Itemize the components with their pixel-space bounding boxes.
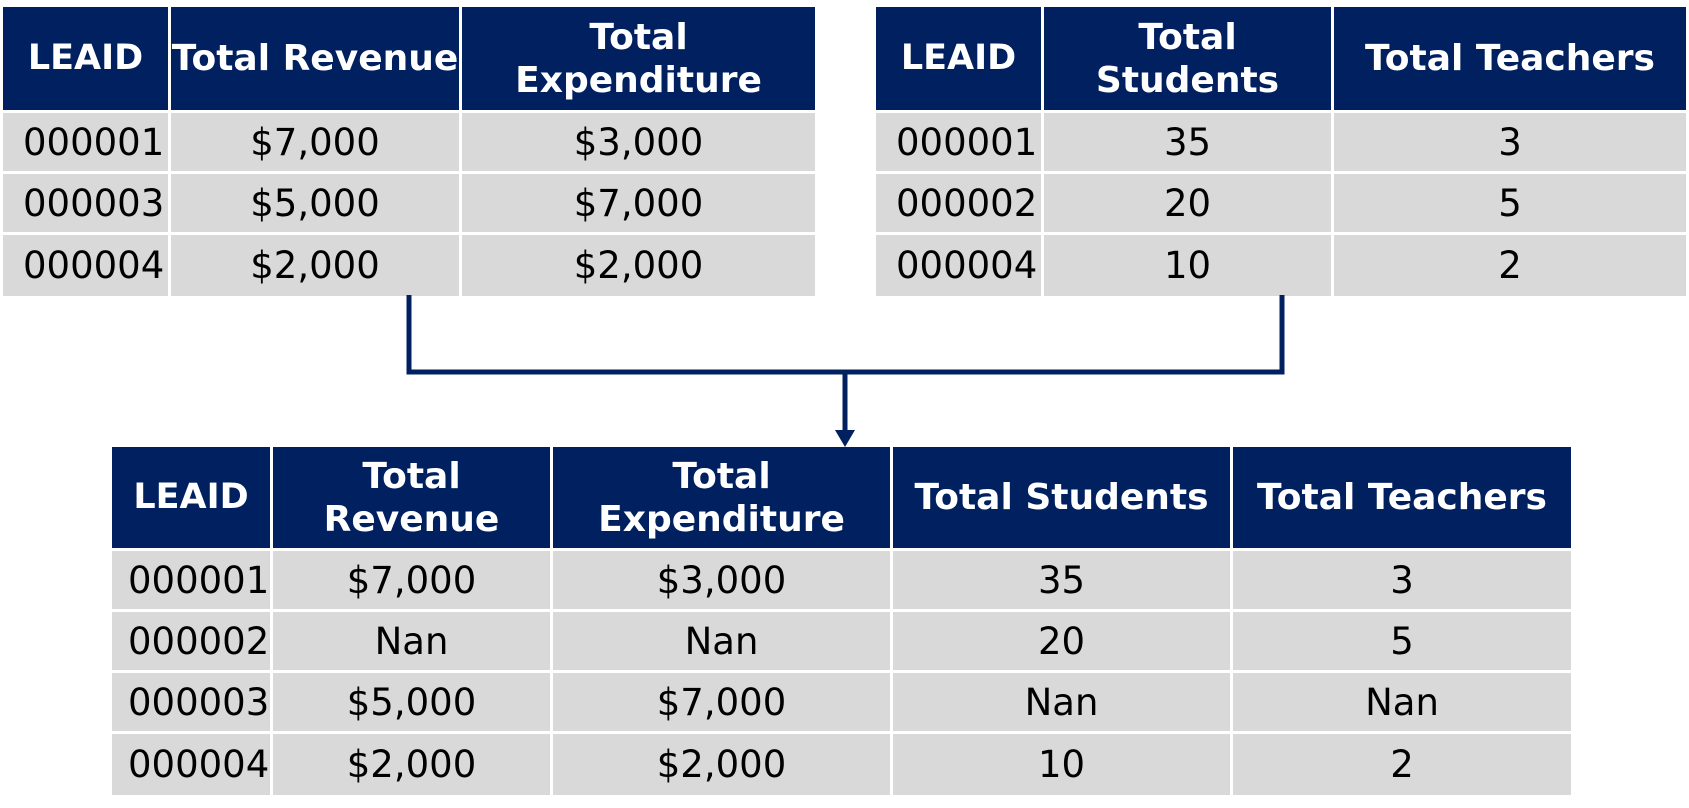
table-row: 000003 $5,000 $7,000	[3, 174, 815, 235]
header-cell: Total Revenue	[171, 7, 462, 113]
merged-table: LEAID Total Revenue Total Expenditure To…	[112, 447, 1571, 795]
table-cell: Nan	[553, 612, 893, 673]
table-row: 000004 $2,000 $2,000 10 2	[112, 734, 1571, 795]
table-cell: 10	[893, 734, 1233, 795]
leaid-cell: 000004	[3, 235, 171, 296]
table-cell: $7,000	[171, 113, 462, 174]
leaid-cell: 000004	[876, 235, 1044, 296]
header-cell: Total Expenditure	[462, 7, 815, 113]
table-cell: $2,000	[171, 235, 462, 296]
table-cell: $3,000	[553, 551, 893, 612]
left-table-header-row: LEAID Total Revenue Total Expenditure	[3, 7, 815, 113]
table-cell: $7,000	[462, 174, 815, 235]
header-cell: Total Teachers	[1334, 7, 1686, 113]
left-table: LEAID Total Revenue Total Expenditure 00…	[3, 7, 815, 296]
leaid-cell: 000004	[112, 734, 273, 795]
table-row: 000001 35 3	[876, 113, 1686, 174]
right-table-header-row: LEAID Total Students Total Teachers	[876, 7, 1686, 113]
table-row: 000001 $7,000 $3,000	[3, 113, 815, 174]
table-cell: 35	[1044, 113, 1334, 174]
header-cell: Total Teachers	[1233, 447, 1571, 551]
header-cell: LEAID	[3, 7, 171, 113]
table-cell: $2,000	[553, 734, 893, 795]
connector-line	[406, 295, 1285, 375]
table-cell: $5,000	[273, 673, 553, 734]
table-cell: Nan	[273, 612, 553, 673]
leaid-cell: 000002	[112, 612, 273, 673]
table-cell: Nan	[893, 673, 1233, 734]
table-cell: 20	[1044, 174, 1334, 235]
arrow-head-icon	[835, 430, 855, 447]
header-cell: Total Revenue	[273, 447, 553, 551]
table-cell: $3,000	[462, 113, 815, 174]
table-cell: 2	[1334, 235, 1686, 296]
table-cell: 20	[893, 612, 1233, 673]
header-cell: LEAID	[876, 7, 1044, 113]
leaid-cell: 000003	[3, 174, 171, 235]
header-cell: Total Students	[1044, 7, 1334, 113]
leaid-cell: 000001	[3, 113, 171, 174]
header-cell: LEAID	[112, 447, 273, 551]
header-cell: Total Expenditure	[553, 447, 893, 551]
leaid-cell: 000001	[876, 113, 1044, 174]
table-cell: $2,000	[462, 235, 815, 296]
leaid-cell: 000002	[876, 174, 1044, 235]
table-cell: 5	[1334, 174, 1686, 235]
table-row: 000002 20 5	[876, 174, 1686, 235]
table-row: 000003 $5,000 $7,000 Nan Nan	[112, 673, 1571, 734]
table-cell: $7,000	[553, 673, 893, 734]
table-cell: 35	[893, 551, 1233, 612]
table-cell: 5	[1233, 612, 1571, 673]
table-row: 000002 Nan Nan 20 5	[112, 612, 1571, 673]
table-row: 000004 $2,000 $2,000	[3, 235, 815, 296]
right-table: LEAID Total Students Total Teachers 0000…	[876, 7, 1686, 296]
table-cell: 3	[1233, 551, 1571, 612]
table-cell: $5,000	[171, 174, 462, 235]
leaid-cell: 000001	[112, 551, 273, 612]
table-cell: $7,000	[273, 551, 553, 612]
table-cell: Nan	[1233, 673, 1571, 734]
header-cell: Total Students	[893, 447, 1233, 551]
table-cell: 3	[1334, 113, 1686, 174]
table-row: 000001 $7,000 $3,000 35 3	[112, 551, 1571, 612]
table-cell: 2	[1233, 734, 1571, 795]
table-row: 000004 10 2	[876, 235, 1686, 296]
table-cell: $2,000	[273, 734, 553, 795]
table-cell: 10	[1044, 235, 1334, 296]
merged-table-header-row: LEAID Total Revenue Total Expenditure To…	[112, 447, 1571, 551]
leaid-cell: 000003	[112, 673, 273, 734]
